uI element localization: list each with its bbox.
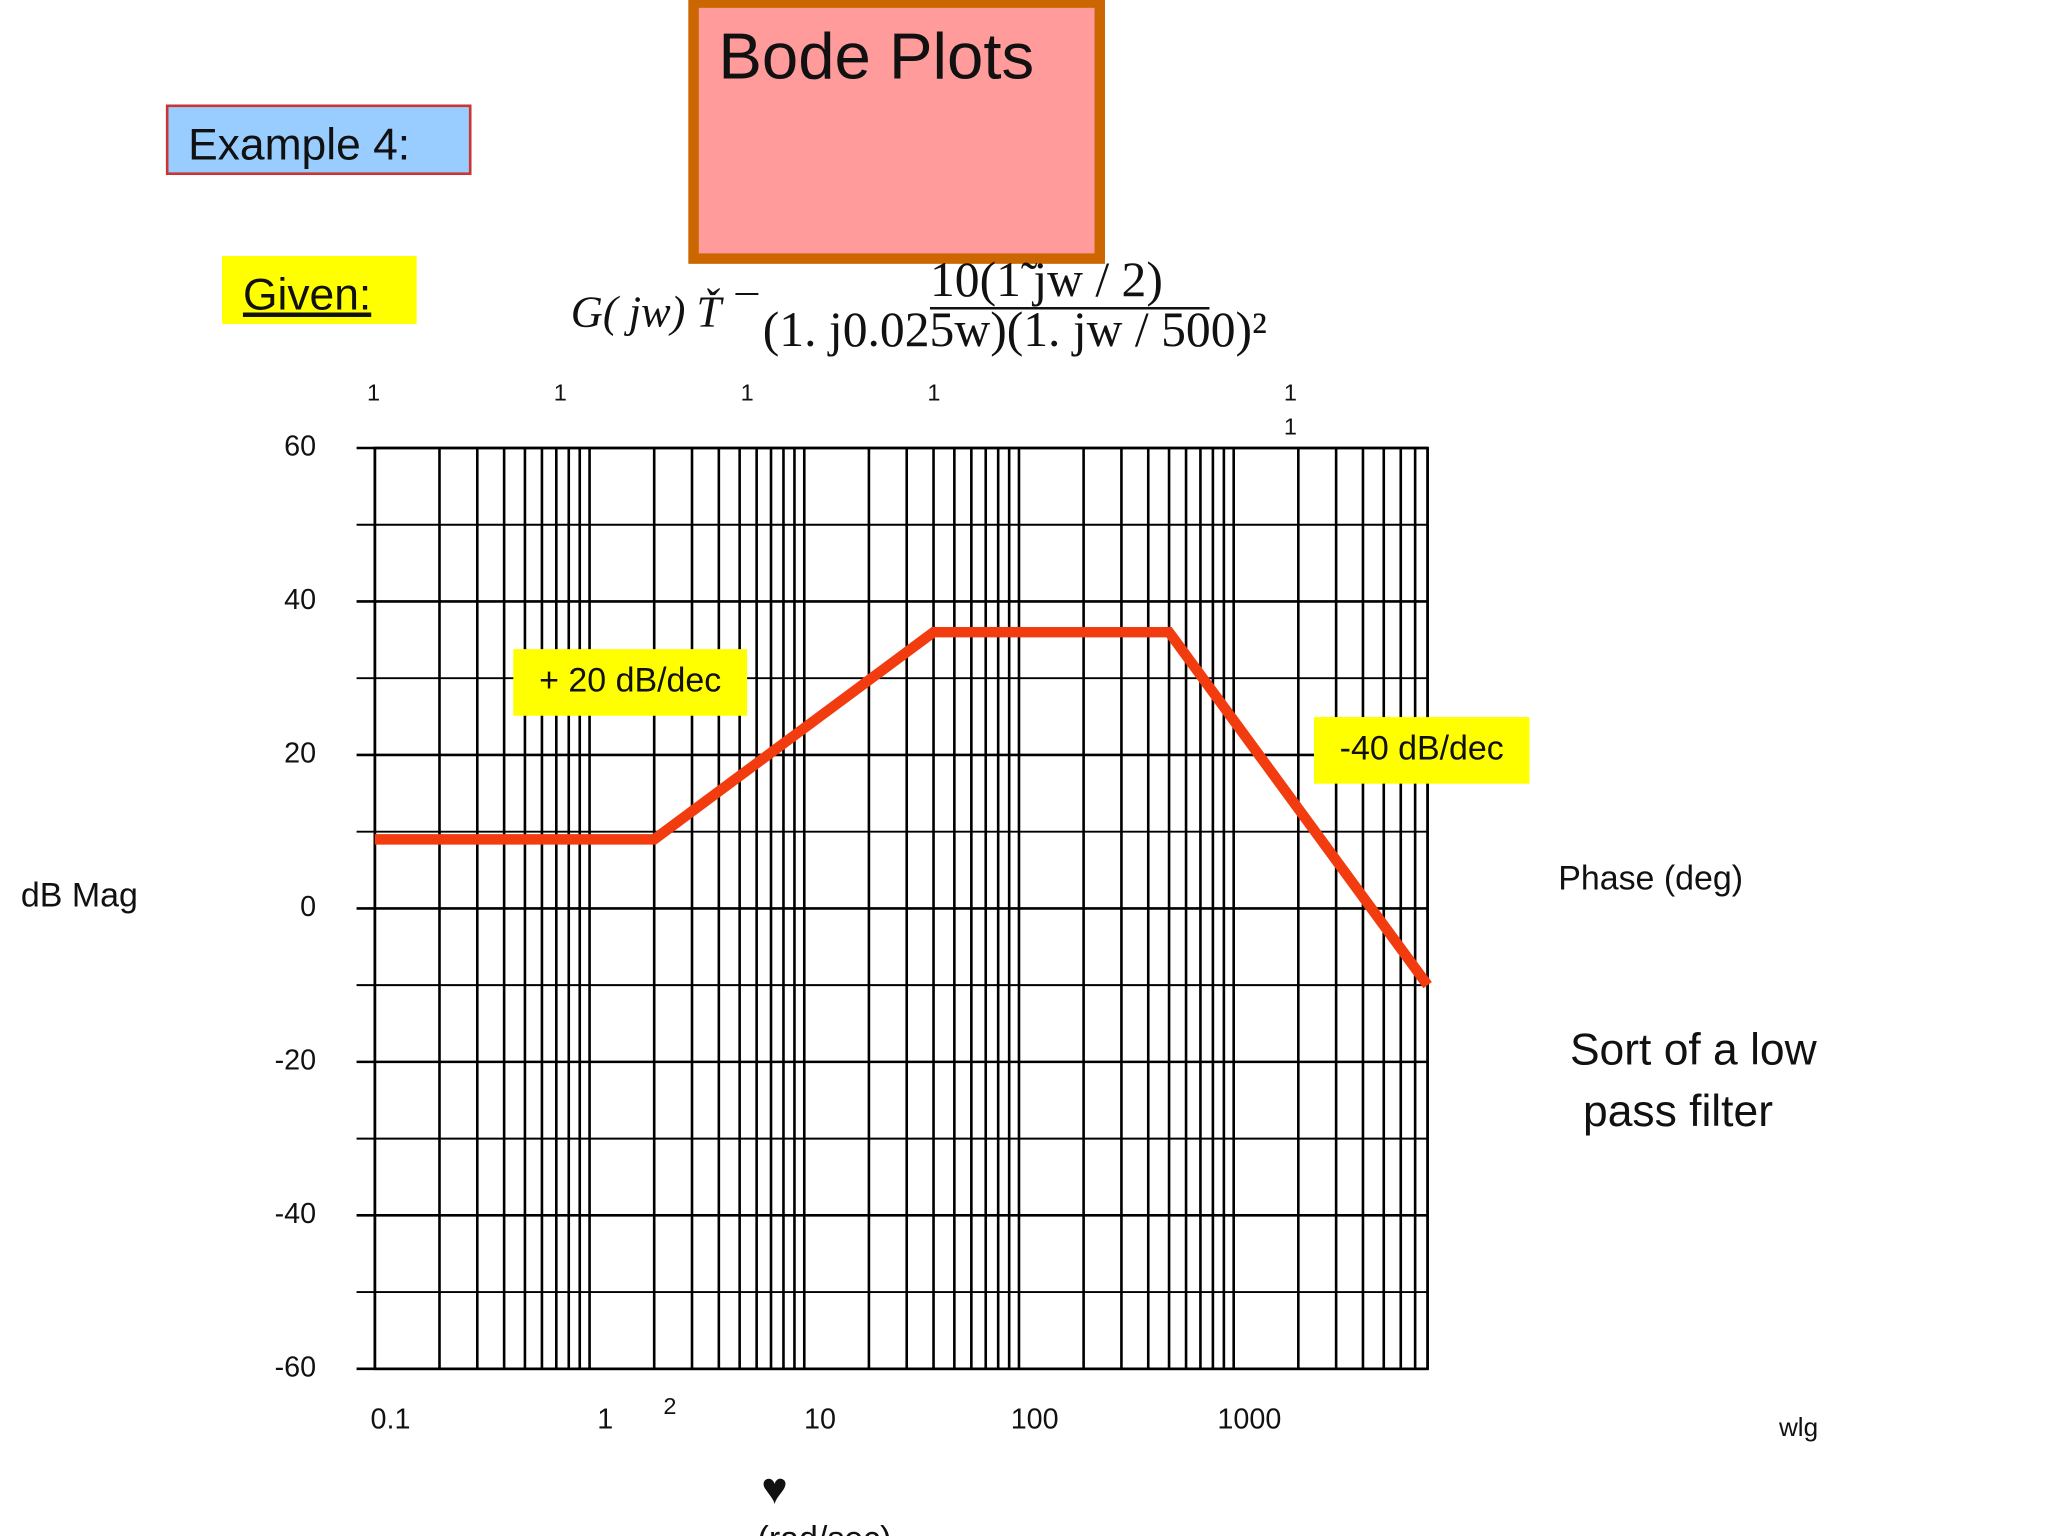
- x-tick-label: 10: [804, 1404, 836, 1436]
- top-label: 1: [367, 380, 380, 406]
- y-tick-label: -60: [275, 1351, 317, 1383]
- x-tick-label: 0.1: [371, 1404, 411, 1436]
- corner-label: wlg: [1778, 1412, 1818, 1442]
- note: Sort of a low: [1570, 1025, 1818, 1074]
- title: Bode Plots: [718, 20, 1034, 93]
- x-tick-label: 1: [597, 1404, 613, 1436]
- y-tick-label: 0: [300, 891, 316, 923]
- top-label: 1: [741, 380, 754, 406]
- top-label: 1: [1284, 414, 1297, 440]
- top-label: 1: [554, 380, 567, 406]
- y-tick-label: 60: [284, 431, 316, 463]
- annotation-box: [513, 649, 748, 716]
- x-axis-label: (rad/sec): [758, 1520, 892, 1536]
- example-label: Example 4:: [188, 120, 410, 169]
- x-tick-label: 2: [663, 1393, 676, 1419]
- plot-frame: [373, 446, 1429, 1371]
- y-tick-label: 20: [284, 738, 316, 770]
- given-box: [222, 256, 417, 324]
- formula-denominator: (1. j0.025w)(1. jw / 500)²: [763, 302, 1267, 357]
- y-tick-label: -40: [275, 1198, 317, 1230]
- y-tick-label: 40: [284, 584, 316, 616]
- x-marker: ♥: [761, 1464, 787, 1513]
- annotation: + 20 dB/dec: [539, 661, 721, 699]
- given-label: Given:: [243, 271, 371, 320]
- note: pass filter: [1583, 1087, 1773, 1136]
- x-tick-label: 1000: [1217, 1404, 1281, 1436]
- y-tick-label: -20: [275, 1044, 317, 1076]
- title-box: [688, 0, 1105, 264]
- y2-axis-label: Phase (deg): [1558, 859, 1743, 897]
- y-axis-label: dB Mag: [21, 876, 138, 914]
- annotation: -40 dB/dec: [1340, 729, 1504, 767]
- top-label: 1: [1284, 380, 1297, 406]
- example-box: [165, 104, 472, 176]
- annotation-box: [1313, 717, 1530, 784]
- plot: 0.1 1 2 10 100 1000 -60 -40 -20 0 20 40 60 + 20 dB/de…: [275, 431, 1530, 1436]
- formula-numerator: 10(1̃ jw / 2): [930, 252, 1163, 307]
- x-tick-label: 100: [1011, 1404, 1059, 1436]
- formula-lhs: G( jw) Ť ¯: [571, 286, 760, 336]
- top-label: 1: [927, 380, 940, 406]
- series-line: [374, 626, 1432, 989]
